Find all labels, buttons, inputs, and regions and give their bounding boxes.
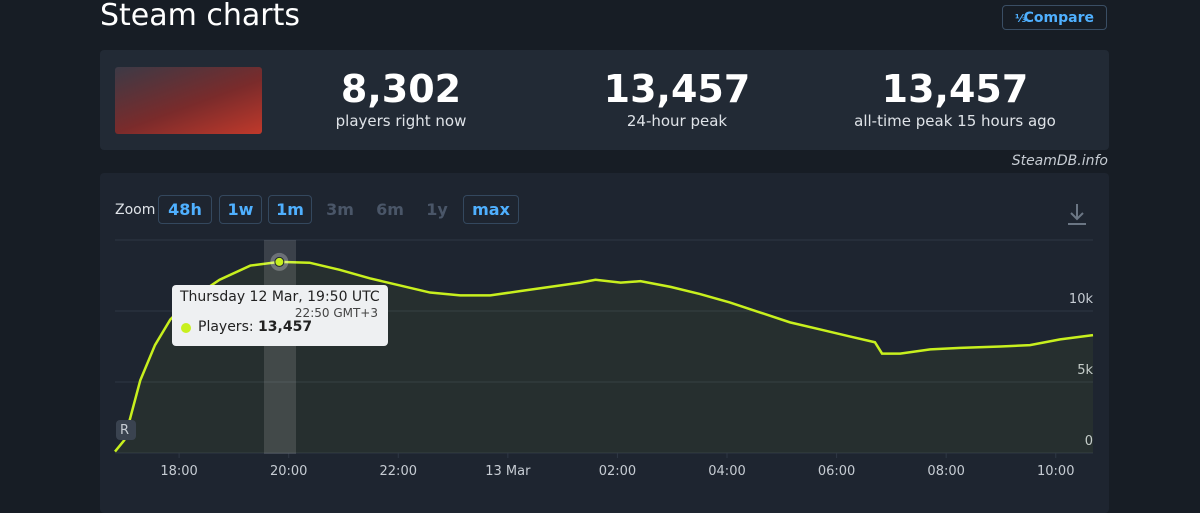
hover-band: [264, 240, 296, 454]
stat-value: 8,302: [340, 67, 462, 111]
compare-label: Compare: [1023, 10, 1094, 26]
x-tick-label: 04:00: [708, 464, 745, 479]
zoom-button[interactable]: 1w: [219, 195, 262, 224]
x-tick-label: 02:00: [599, 464, 636, 479]
stat: 13,457 all-time peak 15 hours ago: [825, 66, 1085, 130]
stat-label: all-time peak 15 hours ago: [854, 112, 1056, 130]
stat: 13,457 24-hour peak: [547, 66, 807, 130]
zoom-button: 6m: [376, 200, 404, 219]
x-tick-label: 13 Mar: [485, 464, 531, 479]
stat: 8,302 players right now: [271, 66, 531, 130]
peak-point: [274, 256, 285, 267]
x-tick-label: 06:00: [818, 464, 855, 479]
stat-value: 13,457: [603, 67, 751, 111]
marker-label: R: [120, 423, 129, 438]
marker-badge: [116, 420, 136, 440]
y-tick-label: 10k: [1069, 292, 1094, 307]
zoom-button[interactable]: 1m: [268, 195, 312, 224]
compare-button[interactable]: ⅓ Compare: [1002, 5, 1107, 30]
y-tick-label: 5k: [1077, 363, 1093, 378]
zoom-label: Zoom: [115, 202, 156, 218]
zoom-button: 1y: [426, 200, 448, 219]
x-tick-label: 10:00: [1037, 464, 1074, 479]
tooltip-row: Players: 13,457: [198, 319, 312, 335]
source-link[interactable]: SteamDB.info: [1011, 153, 1108, 169]
tooltip-label: Players:: [198, 319, 254, 335]
zoom-button[interactable]: 48h: [158, 195, 212, 224]
stat-label: 24-hour peak: [626, 112, 728, 130]
zoom-button: 3m: [326, 200, 354, 219]
game-image[interactable]: [115, 67, 262, 134]
tooltip-subtitle: 22:50 GMT+3: [294, 306, 378, 320]
zoom-button[interactable]: max: [463, 195, 519, 224]
stats-panel: 8,302 players right now 13,457 24-hour pea…: [100, 50, 1109, 150]
tooltip-dot: [181, 323, 191, 333]
x-tick-label: 20:00: [270, 464, 307, 479]
tooltip: Thursday 12 Mar, 19:50 UTC 22:50 GMT+3 P…: [172, 285, 388, 346]
x-tick-label: 08:00: [927, 464, 964, 479]
y-tick-label: 0: [1085, 434, 1093, 449]
tooltip-title: Thursday 12 Mar, 19:50 UTC: [180, 289, 380, 305]
x-tick-label: 18:00: [160, 464, 197, 479]
stat-label: players right now: [335, 112, 467, 130]
page-title: Steam charts: [100, 0, 301, 33]
stat-value: 13,457: [881, 67, 1029, 111]
line: [114, 260, 1094, 453]
tooltip-value: 13,457: [258, 319, 313, 335]
x-tick-label: 22:00: [380, 464, 417, 479]
download-icon[interactable]: [1068, 204, 1086, 225]
compare-icon: ⅓: [1015, 12, 1027, 25]
